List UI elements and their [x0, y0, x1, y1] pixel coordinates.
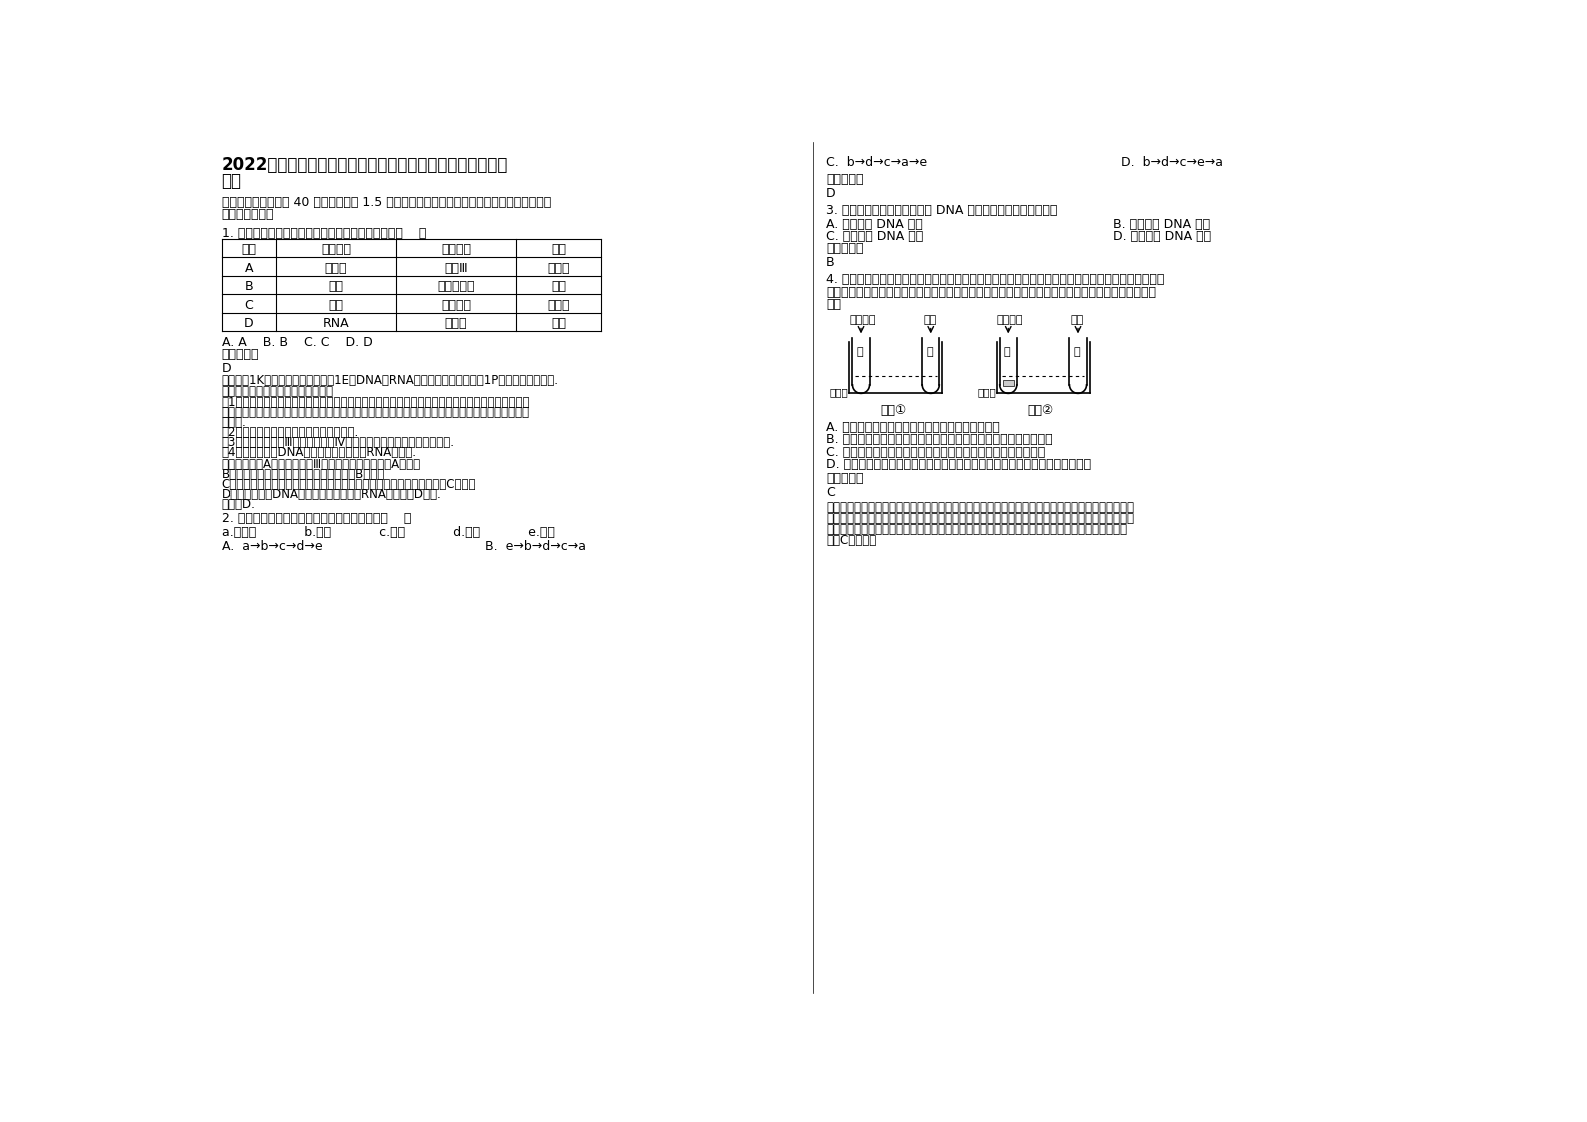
- Text: 题目要求的。）: 题目要求的。）: [222, 208, 275, 221]
- Text: D.  b→d→c→e→a: D. b→d→c→e→a: [1120, 156, 1222, 169]
- Text: 见，C项正确。: 见，C项正确。: [827, 533, 876, 546]
- Text: B: B: [827, 256, 835, 269]
- Text: 【分析】生物组织中化合物的鉴定：: 【分析】生物组织中化合物的鉴定：: [222, 385, 333, 398]
- Text: 实验①: 实验①: [881, 404, 906, 417]
- Text: 实验②: 实验②: [1028, 404, 1054, 417]
- Text: （4）甲基绿能使DNA呈绿色，吡罗红能使RNA呈红色.: （4）甲基绿能使DNA呈绿色，吡罗红能使RNA呈红色.: [222, 445, 417, 459]
- Text: RNA: RNA: [322, 318, 349, 330]
- Text: 2022年河北省唐山市工业职业高级中学高二生物模拟试卷含: 2022年河北省唐山市工业职业高级中学高二生物模拟试卷含: [222, 156, 508, 174]
- Text: 使用试剂: 使用试剂: [441, 243, 471, 256]
- Text: B. 甲和乙中溶液都不呈紫色；丙中蛋白块消失，丁中蛋白块不消失: B. 甲和乙中溶液都不呈紫色；丙中蛋白块消失，丁中蛋白块不消失: [827, 433, 1052, 447]
- Text: 选项: 选项: [241, 243, 256, 256]
- Text: D. 甲中溶液不呈紫色，乙中溶液呈紫色；丙中蛋白块消失，丁中蛋白块不消失: D. 甲中溶液不呈紫色，乙中溶液呈紫色；丙中蛋白块消失，丁中蛋白块不消失: [827, 458, 1092, 471]
- Text: 苏丹Ⅲ: 苏丹Ⅲ: [444, 261, 468, 275]
- Text: D: D: [244, 318, 254, 330]
- Text: （3）脂肪可用苏丹Ⅲ染液（或苏丹Ⅳ染液）鉴定，呈橘黄色（或红色）.: （3）脂肪可用苏丹Ⅲ染液（或苏丹Ⅳ染液）鉴定，呈橘黄色（或红色）.: [222, 435, 454, 449]
- Text: 3. 一条染色单体含有一个双链 DNA 分子，那么一个四分体含有: 3. 一条染色单体含有一个双链 DNA 分子，那么一个四分体含有: [827, 204, 1057, 217]
- Text: D. 一个单链 DNA 分子: D. 一个单链 DNA 分子: [1112, 230, 1211, 243]
- Text: 蛋白块: 蛋白块: [978, 387, 997, 397]
- Text: 加水: 加水: [924, 315, 936, 325]
- Text: 双缩脲试剂: 双缩脲试剂: [438, 280, 475, 293]
- Text: 甲试管中加入的分泌液含有蛋白酶，蛋白酶可以分解蛋白质，但蛋白酶本质是蛋白质，遇双缩脲试剂: 甲试管中加入的分泌液含有蛋白酶，蛋白酶可以分解蛋白质，但蛋白酶本质是蛋白质，遇双…: [827, 502, 1135, 514]
- Text: （2）蛋白质可与双缩脲试剂产生紫色反应.: （2）蛋白质可与双缩脲试剂产生紫色反应.: [222, 425, 359, 439]
- Text: 淀粉: 淀粉: [329, 280, 343, 293]
- Text: B: B: [244, 280, 252, 293]
- Text: 参考答案：: 参考答案：: [827, 242, 863, 256]
- Text: 丁: 丁: [1073, 347, 1081, 357]
- Text: 参考答案：: 参考答案：: [827, 173, 863, 186]
- Text: 葡萄糖: 葡萄糖: [325, 261, 348, 275]
- Text: 【考点】1K：检测还原糖的实验；1E：DNA、RNA在细胞中的分布实验；1P：检测脂肪的实验.: 【考点】1K：检测还原糖的实验；1E：DNA、RNA在细胞中的分布实验；1P：检…: [222, 374, 559, 387]
- Text: B、蛋白质可与双缩脲试剂产生紫色反应，B错误；: B、蛋白质可与双缩脲试剂产生紫色反应，B错误；: [222, 468, 386, 481]
- Text: D: D: [222, 361, 232, 375]
- Text: 【解答】解：A、脂肪用苏丹Ⅲ染液鉴定，呈橘黄色，A错误；: 【解答】解：A、脂肪用苏丹Ⅲ染液鉴定，呈橘黄色，A错误；: [222, 458, 421, 471]
- Bar: [1003, 379, 1014, 386]
- Text: C.  b→d→c→a→e: C. b→d→c→a→e: [827, 156, 927, 169]
- Text: 吡罗红: 吡罗红: [444, 318, 467, 330]
- Text: 变紫色；乙试管中加水，对蛋白质没有分解作用，溶液呈紫色；丙试管中加入分泌液含有蛋白酶，蛋: 变紫色；乙试管中加水，对蛋白质没有分解作用，溶液呈紫色；丙试管中加入分泌液含有蛋…: [827, 512, 1135, 525]
- Text: （1）斐林试剂可用于鉴定还原糖，在水浴加热的条件下，溶液的颜色变化为砖红色（沉淀）。斐林: （1）斐林试剂可用于鉴定还原糖，在水浴加热的条件下，溶液的颜色变化为砖红色（沉淀…: [222, 396, 530, 408]
- Text: 橘黄色: 橘黄色: [548, 261, 570, 275]
- Text: C: C: [827, 486, 835, 499]
- Text: 参考答案：: 参考答案：: [222, 348, 259, 361]
- Text: A. A    B. B    C. C    D. D: A. A B. B C. C D. D: [222, 335, 373, 349]
- Text: A.  a→b→c→d→e: A. a→b→c→d→e: [222, 540, 322, 553]
- Text: C、斐林试剂可用于鉴定还原糖，在水浴加热的条件下产生砖红色沉淀，C错误；: C、斐林试剂可用于鉴定还原糖，在水浴加热的条件下产生砖红色沉淀，C错误；: [222, 478, 476, 491]
- Text: C: C: [244, 298, 252, 312]
- Text: 一、选择题（本题共 40 小题，每小题 1.5 分。在每小题给出的四个选项中，只有一项是符合: 一、选择题（本题共 40 小题，每小题 1.5 分。在每小题给出的四个选项中，只…: [222, 196, 551, 209]
- Text: A: A: [244, 261, 252, 275]
- Text: 甲: 甲: [857, 347, 863, 357]
- Text: 加水: 加水: [1070, 315, 1084, 325]
- Text: 白酶分解蛋白块，蛋白块消失；丁试管中加入水，对蛋白块没有分解作用，蛋白块不消失。由上可: 白酶分解蛋白块，蛋白块消失；丁试管中加入水，对蛋白块没有分解作用，蛋白块不消失。…: [827, 523, 1127, 535]
- Text: 乙: 乙: [927, 347, 933, 357]
- Text: B.  e→b→d→c→a: B. e→b→d→c→a: [486, 540, 586, 553]
- Text: 砖红色: 砖红色: [548, 298, 570, 312]
- Text: 丙: 丙: [1003, 347, 1011, 357]
- Text: C. 甲和乙中溶液都呈紫色；丙中蛋白块消失，丁中蛋白块不消失: C. 甲和乙中溶液都呈紫色；丙中蛋白块消失，丁中蛋白块不消失: [827, 445, 1046, 459]
- Text: 1. 下列可用于鉴定脂肪的试剂及反应呈现的颜色是（    ）: 1. 下列可用于鉴定脂肪的试剂及反应呈现的颜色是（ ）: [222, 227, 425, 240]
- Text: D: D: [827, 187, 836, 200]
- Text: 淀粉）.: 淀粉）.: [222, 415, 246, 429]
- Text: A. 甲和乙中溶液都呈紫色；丙和丁中蛋白块都消失: A. 甲和乙中溶液都呈紫色；丙和丁中蛋白块都消失: [827, 421, 1000, 434]
- Text: 故选：D.: 故选：D.: [222, 498, 256, 512]
- Text: 4. 为了验证猪笼草分泌液中有蛋白酶，某学生设计了两组实验，如图所示。在适宜温度中水浴一段时: 4. 为了验证猪笼草分泌液中有蛋白酶，某学生设计了两组实验，如图所示。在适宜温度…: [827, 274, 1165, 286]
- Text: a.倒平板            b.计算            c.溶化            d.称量            e.灭菌: a.倒平板 b.计算 c.溶化 d.称量 e.灭菌: [222, 526, 554, 539]
- Text: C. 一个双链 DNA 分子: C. 一个双链 DNA 分子: [827, 230, 924, 243]
- Text: 加分泌液: 加分泌液: [849, 315, 876, 325]
- Text: 脂肪: 脂肪: [329, 298, 343, 312]
- Text: B. 四个双链 DNA 分子: B. 四个双链 DNA 分子: [1112, 218, 1209, 231]
- Text: 检测物质: 检测物质: [321, 243, 351, 256]
- Text: 红色: 红色: [551, 318, 567, 330]
- Text: 间后，甲乙试管中加入适量的双缩脲试剂，丙丁试管中不加任何试剂。下列对实验现象的预测最可能: 间后，甲乙试管中加入适量的双缩脲试剂，丙丁试管中不加任何试剂。下列对实验现象的预…: [827, 286, 1155, 298]
- Text: 参考答案：: 参考答案：: [827, 472, 863, 485]
- Text: 紫色: 紫色: [551, 280, 567, 293]
- Text: 斐林试剂: 斐林试剂: [441, 298, 471, 312]
- Text: 蛋白液: 蛋白液: [830, 387, 849, 397]
- Text: 解析: 解析: [222, 172, 241, 190]
- Text: 颜色: 颜色: [551, 243, 567, 256]
- Text: 加分泌液: 加分泌液: [997, 315, 1024, 325]
- Text: D、甲基绿能使DNA呈绿色，吡罗红能使RNA呈红色，D正确.: D、甲基绿能使DNA呈绿色，吡罗红能使RNA呈红色，D正确.: [222, 488, 441, 502]
- Text: A. 两个双链 DNA 分子: A. 两个双链 DNA 分子: [827, 218, 924, 231]
- Text: 试剂只能检验生物组织中还原糖（如葡萄糖、麦芽糖、果糖）存在与否，而不能鉴定非还原性糖（如: 试剂只能检验生物组织中还原糖（如葡萄糖、麦芽糖、果糖）存在与否，而不能鉴定非还原…: [222, 406, 530, 419]
- Text: 的是: 的是: [827, 297, 841, 311]
- Text: 2. 制备牛肉膏蛋白胨固体培养基的操作步骤是（    ）: 2. 制备牛肉膏蛋白胨固体培养基的操作步骤是（ ）: [222, 512, 411, 525]
